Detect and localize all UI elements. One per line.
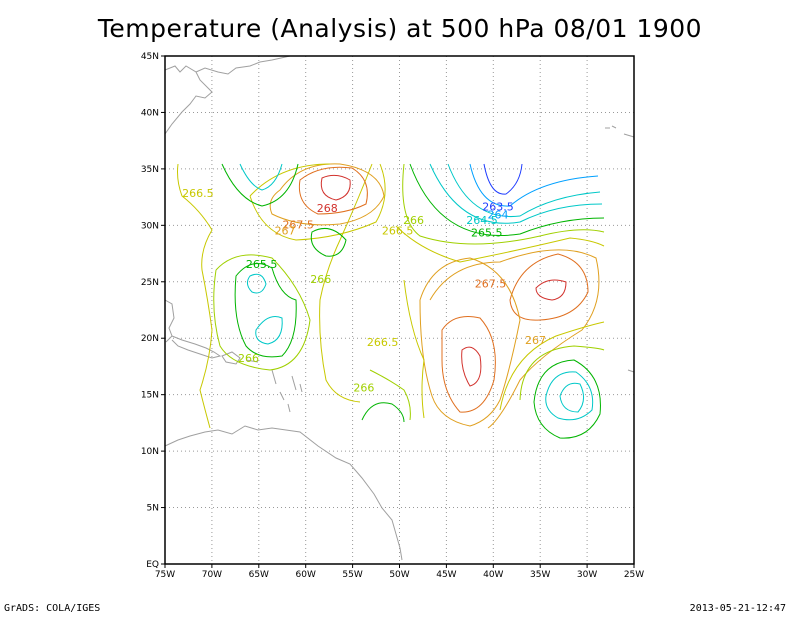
- contour-label: 266: [310, 273, 331, 286]
- y-tick-label: 30N: [141, 221, 159, 231]
- contour-266-ne: [402, 163, 605, 245]
- x-tick-label: 55W: [342, 570, 362, 580]
- contour-label: 266: [238, 352, 259, 365]
- y-tick-label: 5N: [147, 504, 159, 514]
- y-tick-label: 10N: [141, 447, 159, 457]
- contour-266-5-north: [249, 163, 386, 241]
- contour-cool-green-sw: [310, 227, 347, 257]
- contour-label: 267: [275, 224, 296, 237]
- contour-label: 268: [317, 202, 338, 215]
- x-tick-label: 25W: [624, 570, 644, 580]
- africa-edge: [623, 133, 635, 138]
- x-tick-label: 70W: [202, 570, 222, 580]
- y-tick-label: 20N: [141, 334, 159, 344]
- timestamp: 2013-05-21-12:47: [689, 603, 786, 614]
- contour-cool-se: [545, 371, 594, 421]
- x-tick-label: 75W: [155, 570, 175, 580]
- contour-264-5: [447, 163, 601, 218]
- x-tick-label: 30W: [577, 570, 597, 580]
- contour-label: 266: [353, 381, 374, 394]
- contour-267-5-east: [509, 253, 589, 321]
- y-tick-label: 15N: [141, 391, 159, 401]
- caribbean-islands: [245, 359, 303, 413]
- axis-ticks: 75W 70W 65W 60W 55W 50W 45W 40W 35W 30W 25W EQ 5N 10N…: [141, 52, 644, 580]
- contour-266-5-ne: [395, 225, 605, 263]
- bermuda: [605, 125, 617, 129]
- x-tick-label: 45W: [436, 570, 456, 580]
- contour-267-5-north: [298, 166, 368, 215]
- contours: [177, 163, 605, 439]
- contour-labels: 266.5268267.5267266266.5263.5264264.5265…: [182, 187, 546, 394]
- contour-label: 267.5: [475, 277, 507, 290]
- contour-266-se: [519, 345, 605, 401]
- contour-label: 267.5: [282, 219, 314, 232]
- contour-cool-nw: [239, 163, 283, 191]
- contour-cool-bahamas-inner: [255, 316, 283, 345]
- x-tick-label: 35W: [530, 570, 550, 580]
- contour-268-core: [320, 174, 351, 201]
- contour-265: [429, 163, 603, 224]
- y-tick-label: 25N: [141, 278, 159, 288]
- contour-268-south: [461, 346, 482, 387]
- contour-268-east: [535, 279, 567, 301]
- south-america-coast: [164, 425, 403, 561]
- contour-label: 265.5: [246, 258, 278, 271]
- contour-green-south: [361, 402, 405, 423]
- contour-green-se: [533, 359, 601, 439]
- x-tick-label: 60W: [296, 570, 316, 580]
- contour-label: 266.5: [367, 336, 399, 349]
- contour-cool-bahamas: [246, 273, 267, 294]
- contour-265-5: [409, 163, 605, 236]
- contour-label: 265.5: [471, 227, 503, 240]
- cuba-coast: [171, 335, 222, 359]
- contour-267-east: [429, 249, 600, 429]
- hispaniola-coast: [221, 351, 241, 365]
- credit-text: GrADS: COLA/IGES: [4, 603, 101, 614]
- contour-cool-nw2: [221, 163, 299, 207]
- contour-267-5-south: [441, 316, 496, 413]
- contour-266-south: [369, 369, 411, 421]
- x-tick-label: 65W: [249, 570, 269, 580]
- y-tick-label: 35N: [141, 165, 159, 175]
- florida-coast: [164, 299, 175, 343]
- contour-266-5-central: [319, 163, 373, 403]
- x-tick-label: 50W: [389, 570, 409, 580]
- plot-title: Temperature (Analysis) at 500 hPa 08/01 …: [97, 14, 703, 43]
- contour-263-5: [483, 163, 523, 195]
- contour-266-west: [213, 254, 311, 371]
- contour-label: 264.5: [466, 214, 498, 227]
- grid: [165, 56, 634, 564]
- north-america-coast: [164, 65, 213, 135]
- contour-266-5-se: [499, 321, 605, 411]
- cape-verde: [627, 369, 635, 373]
- contour-label: 264: [487, 209, 508, 222]
- contour-label: 266.5: [182, 187, 214, 200]
- contour-label: 266: [403, 214, 424, 227]
- y-tick-label: EQ: [146, 560, 159, 570]
- contour-264: [469, 163, 599, 207]
- contour-cool-se-inner: [559, 382, 584, 413]
- contour-266-5-south: [403, 279, 425, 419]
- contour-label: 267: [525, 334, 546, 347]
- contour-label: 266.5: [382, 224, 414, 237]
- contour-label: 263.5: [482, 201, 514, 214]
- contour-266-5-west: [177, 163, 213, 429]
- nova-scotia-coast: [195, 55, 291, 75]
- y-tick-label: 45N: [141, 52, 159, 62]
- contour-green-bahamas: [234, 263, 297, 358]
- contour-267-south: [419, 257, 521, 427]
- y-tick-label: 40N: [141, 108, 159, 118]
- x-tick-label: 40W: [483, 570, 503, 580]
